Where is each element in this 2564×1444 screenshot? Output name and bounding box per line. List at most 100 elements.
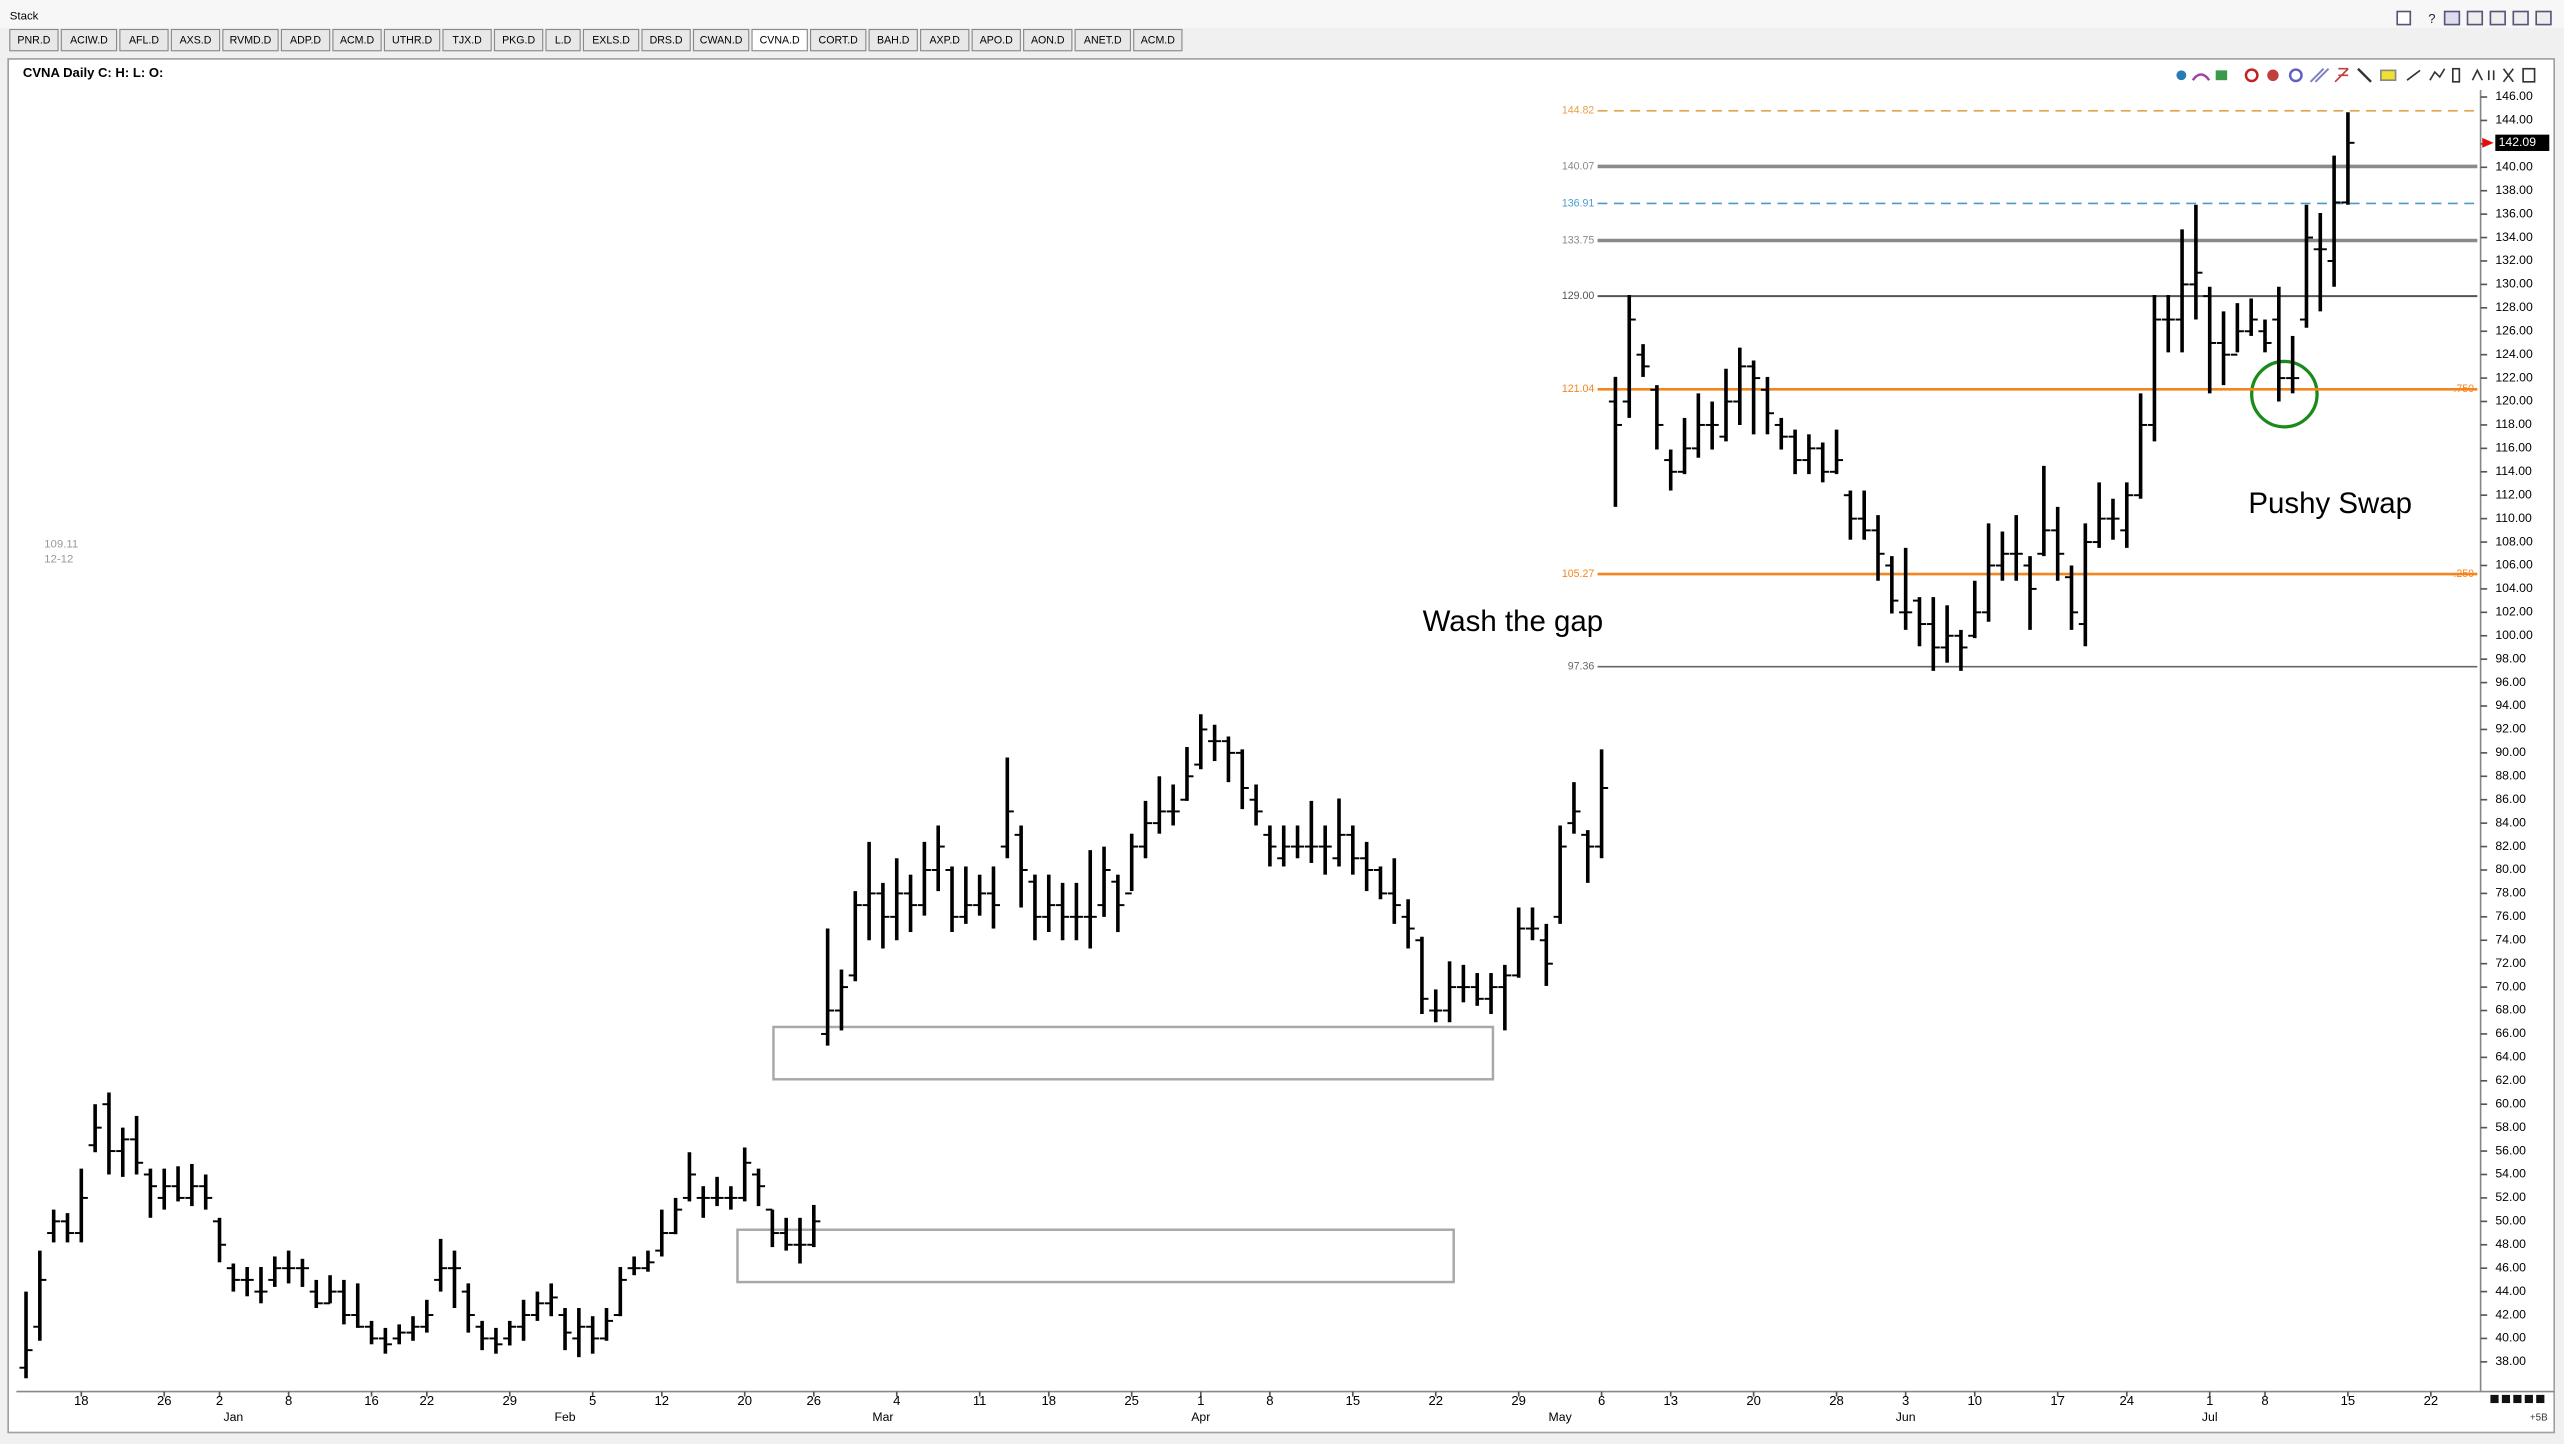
tab-label[interactable]: TJX.D [452, 35, 482, 47]
tab[interactable]: ACM.D [1133, 28, 1183, 52]
tool-icon[interactable] [2451, 67, 2461, 83]
tab[interactable]: ADP.D [280, 28, 331, 52]
tab-frame[interactable] [920, 28, 970, 52]
tab-frame[interactable] [280, 28, 331, 52]
tab-frame[interactable] [1023, 28, 1073, 52]
tab-label[interactable]: CWAN.D [700, 35, 743, 47]
control-icon[interactable] [2466, 10, 2484, 26]
scroll-block[interactable] [2536, 1394, 2545, 1404]
tab-frame[interactable] [60, 28, 118, 52]
tab[interactable]: DRS.D [641, 28, 691, 52]
minimize[interactable] [2489, 10, 2506, 26]
control-icon[interactable] [2443, 10, 2461, 26]
tab[interactable]: TJX.D [442, 28, 492, 52]
tab[interactable]: AFL.D [119, 28, 169, 52]
tab-label[interactable]: DRS.D [650, 35, 683, 47]
tab-frame[interactable] [383, 28, 441, 52]
tool-icon[interactable] [2380, 69, 2397, 81]
tool-icon[interactable] [2471, 68, 2495, 81]
tab[interactable]: UTHR.D [383, 28, 441, 52]
tab-frame[interactable] [751, 28, 808, 52]
tab-frame[interactable] [222, 28, 279, 52]
tab[interactable]: AXS.D [170, 28, 221, 52]
tool-icon[interactable] [2334, 67, 2349, 83]
scroll-block[interactable] [2513, 1394, 2522, 1404]
tool-icon[interactable] [2191, 73, 2211, 81]
ohlc-bar [945, 866, 959, 933]
tab-frame[interactable] [1133, 28, 1183, 52]
tab[interactable]: BAH.D [868, 28, 918, 52]
tab-label[interactable]: PKG.D [502, 35, 535, 47]
tool-icon[interactable] [2309, 68, 2330, 83]
tab-frame[interactable] [641, 28, 691, 52]
tool-icon[interactable] [2429, 68, 2446, 81]
window-controls[interactable]: ? [2396, 10, 2552, 26]
tab-label[interactable]: ACM.D [340, 35, 375, 47]
tab[interactable]: AXP.D [920, 28, 970, 52]
tab-label[interactable]: EXLS.D [592, 35, 630, 47]
close[interactable] [2535, 10, 2552, 26]
tab[interactable]: AON.D [1023, 28, 1073, 52]
tab-frame[interactable] [692, 28, 750, 52]
scroll-blocks[interactable] [2490, 1394, 2545, 1404]
tab[interactable]: PNR.D [9, 28, 59, 52]
tab-frame[interactable] [868, 28, 918, 52]
tab[interactable]: CVNA.D [751, 28, 808, 52]
tab-label[interactable]: ANET.D [1084, 35, 1122, 47]
tool-icon[interactable] [2244, 68, 2259, 83]
tab[interactable]: L.D [545, 28, 581, 52]
tool-icon[interactable] [2267, 69, 2279, 81]
tab[interactable]: APO.D [971, 28, 1021, 52]
tab-label[interactable]: RVMD.D [230, 35, 272, 47]
scroll-block[interactable] [2501, 1394, 2511, 1404]
tab-label[interactable]: APO.D [980, 35, 1013, 47]
tab-label[interactable]: AXP.D [929, 35, 960, 47]
tab[interactable]: ACIW.D [60, 28, 118, 52]
tab[interactable]: ACM.D [332, 28, 382, 52]
tab-frame[interactable] [971, 28, 1021, 52]
tool-icon[interactable] [2288, 68, 2303, 83]
tab-label[interactable]: ADP.D [290, 35, 321, 47]
tab[interactable]: CORT.D [809, 28, 867, 52]
tab[interactable]: ANET.D [1074, 28, 1131, 52]
tab-frame[interactable] [170, 28, 221, 52]
tab-label[interactable]: L.D [555, 35, 572, 47]
tab-label[interactable]: UTHR.D [392, 35, 432, 47]
tab-label[interactable]: ACIW.D [70, 35, 108, 47]
tab-frame[interactable] [332, 28, 382, 52]
tab-label[interactable]: AON.D [1031, 35, 1065, 47]
tab[interactable]: EXLS.D [582, 28, 640, 52]
tab-frame[interactable] [442, 28, 492, 52]
tab-label[interactable]: CVNA.D [760, 35, 800, 47]
tool-icon[interactable] [2215, 70, 2228, 81]
help-icon[interactable]: ? [2428, 11, 2435, 26]
tool-icon[interactable] [2502, 68, 2514, 83]
tab-label[interactable]: BAH.D [877, 35, 910, 47]
scroll-block[interactable] [2490, 1394, 2499, 1404]
tab-label[interactable]: AXS.D [180, 35, 212, 47]
maximize[interactable] [2512, 10, 2529, 26]
tab[interactable]: CWAN.D [692, 28, 750, 52]
tab-frame[interactable] [545, 28, 581, 52]
scroll-block[interactable] [2524, 1394, 2533, 1404]
tab-frame[interactable] [9, 28, 59, 52]
tab-frame[interactable] [1074, 28, 1131, 52]
tab[interactable]: PKG.D [493, 28, 544, 52]
ohlc-bar [1539, 923, 1553, 986]
tab-frame[interactable] [119, 28, 169, 52]
control-icon[interactable] [2396, 10, 2412, 26]
tool-icon[interactable] [2522, 67, 2536, 83]
tab[interactable]: RVMD.D [222, 28, 279, 52]
tab-label[interactable]: CORT.D [819, 35, 859, 47]
tool-icon[interactable] [2357, 67, 2372, 83]
ohlc-bar [378, 1327, 392, 1354]
tool-icon[interactable] [2176, 70, 2187, 81]
tab-frame[interactable] [809, 28, 867, 52]
tab-label[interactable]: ACM.D [1141, 35, 1176, 47]
tool-icon[interactable] [2406, 69, 2421, 81]
tab-label[interactable]: PNR.D [17, 35, 50, 47]
tab-frame[interactable] [493, 28, 544, 52]
toolbar[interactable] [2176, 67, 2536, 83]
tab-frame[interactable] [582, 28, 640, 52]
tab-label[interactable]: AFL.D [129, 35, 159, 47]
